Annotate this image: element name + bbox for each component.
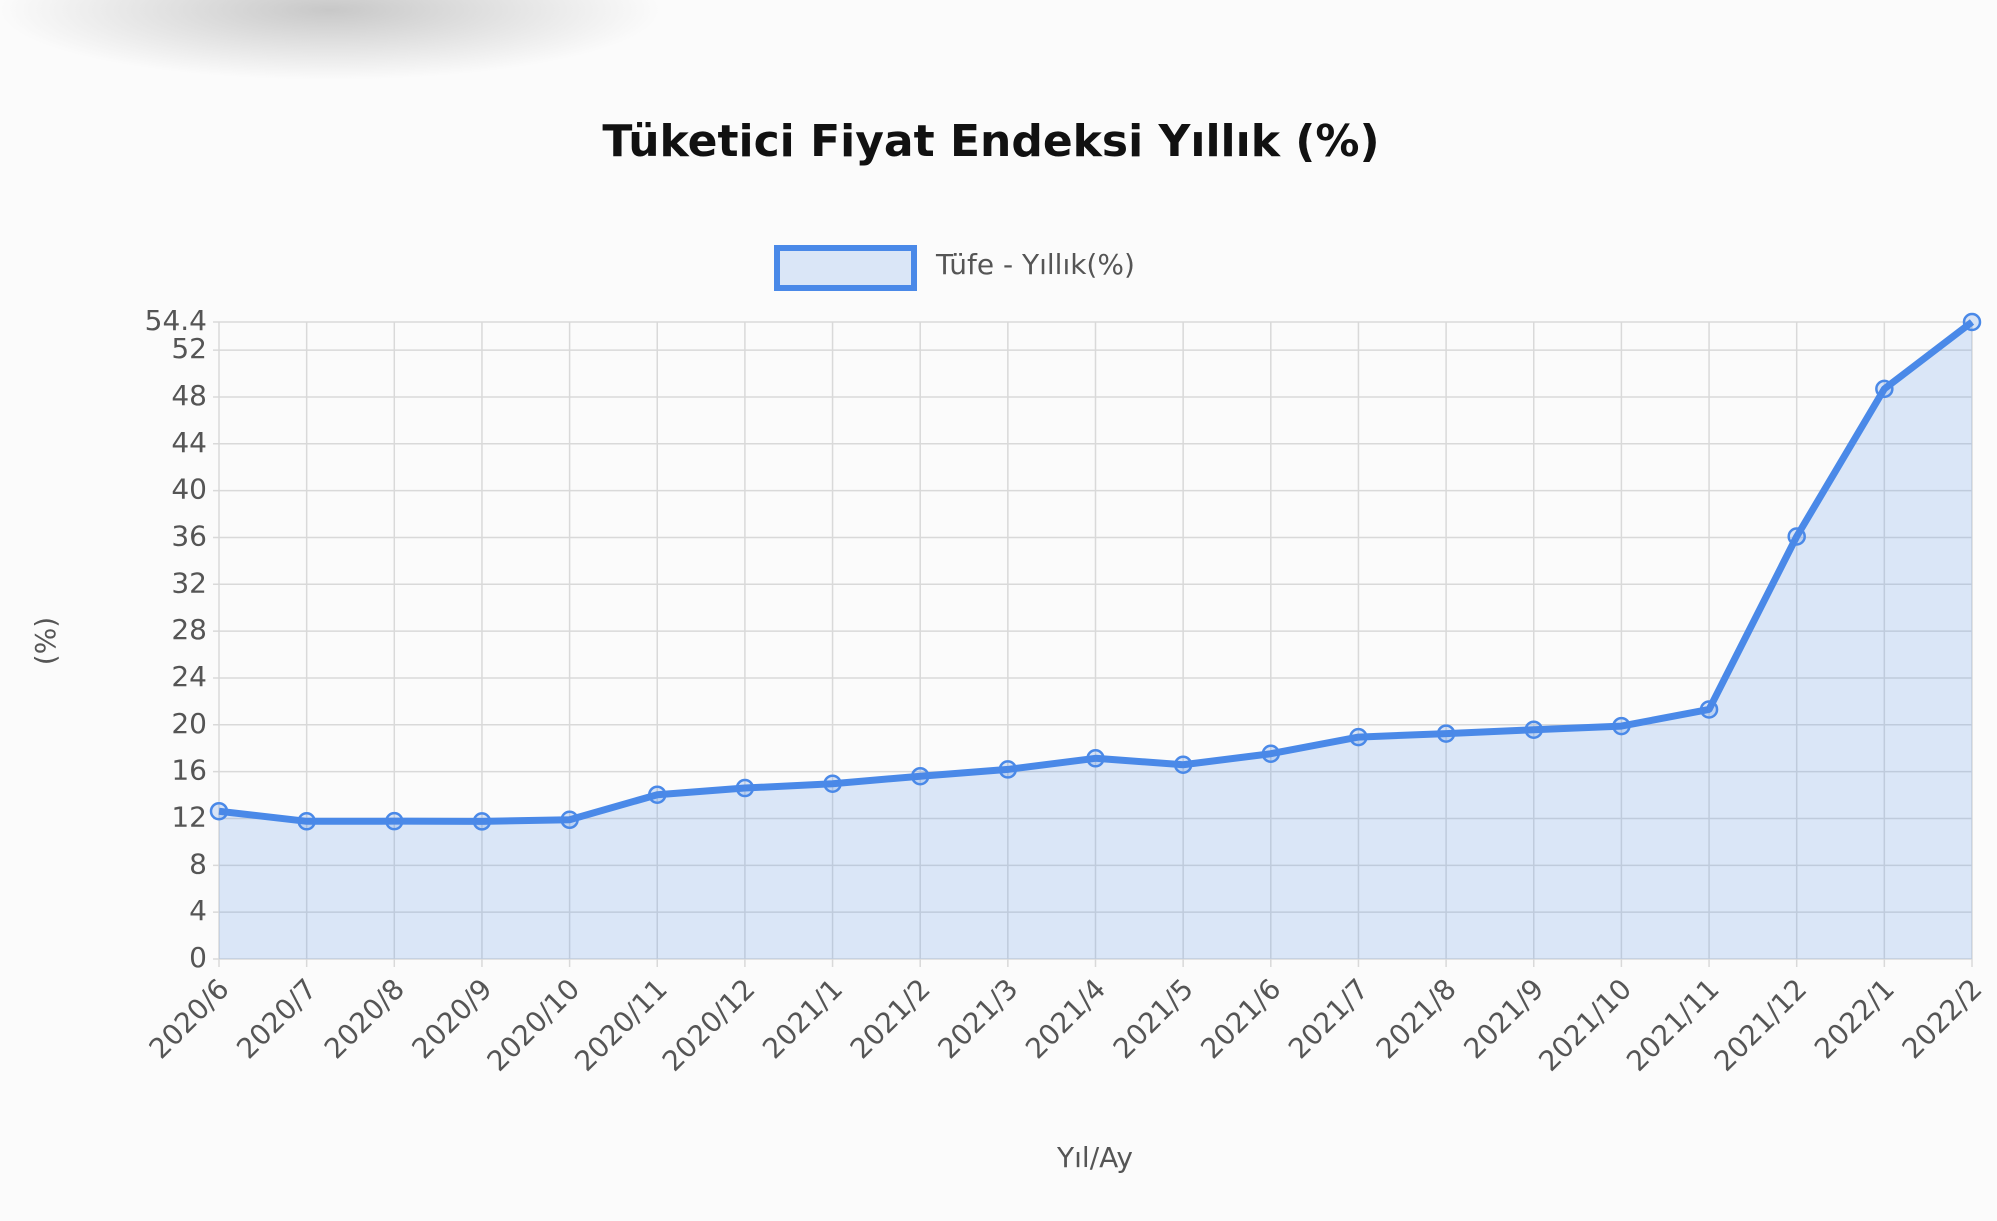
- x-tick-label: 2020/12: [656, 972, 762, 1078]
- x-tick-label: 2021/12: [1708, 972, 1814, 1078]
- x-tick-label: 2022/2: [1896, 972, 1989, 1065]
- point: [1787, 527, 1806, 546]
- point: [297, 812, 316, 831]
- area: [219, 322, 1972, 959]
- point: [1086, 749, 1105, 768]
- point: [1524, 720, 1543, 739]
- x-tick-label: 2021/6: [1194, 972, 1287, 1065]
- y-tick-label: 16: [171, 754, 207, 787]
- point: [1436, 724, 1456, 743]
- point: [910, 766, 930, 786]
- point: [735, 778, 755, 798]
- y-tick-label: 20: [171, 707, 207, 740]
- y-tick-label: 12: [171, 800, 207, 833]
- chart-title: Tüketici Fiyat Endeksi Yıllık (%): [602, 116, 1379, 167]
- y-tick-label: 4: [189, 894, 207, 927]
- decor-shadow: [0, 0, 660, 80]
- point: [1173, 755, 1193, 774]
- y-tick-label: 40: [171, 473, 207, 506]
- point: [1875, 379, 1894, 399]
- y-tick-label: 54.4: [145, 304, 207, 337]
- point: [1962, 312, 1982, 332]
- legend-swatch: [774, 245, 917, 291]
- x-tick-label: 2020/8: [318, 972, 411, 1065]
- point: [1612, 716, 1631, 736]
- point: [1349, 727, 1368, 747]
- legend-label: Tüfe - Yıllık(%): [935, 248, 1135, 281]
- y-tick-label: 32: [171, 566, 207, 599]
- line: [218, 319, 1975, 825]
- point: [209, 801, 229, 821]
- x-tick-label: 2020/10: [481, 972, 587, 1078]
- x-tick-label: 2020/7: [230, 972, 323, 1065]
- x-tick-label: 2021/2: [844, 972, 937, 1065]
- x-tick-label: 2021/4: [1019, 972, 1112, 1065]
- y-tick-label: 8: [189, 847, 207, 880]
- x-tick-label: 2021/7: [1282, 972, 1375, 1065]
- x-tick-label: 2021/1: [756, 972, 849, 1065]
- y-tick-label: 28: [171, 613, 207, 646]
- point: [998, 760, 1018, 779]
- x-tick-label: 2022/1: [1808, 972, 1901, 1065]
- x-tick-label: 2021/5: [1107, 972, 1200, 1065]
- x-tick-label: 2020/6: [143, 972, 236, 1065]
- point: [385, 811, 404, 831]
- x-tick-label: 2021/8: [1370, 972, 1463, 1065]
- point: [560, 810, 579, 830]
- x-tick-label: 2021/3: [931, 972, 1024, 1065]
- point: [648, 785, 667, 804]
- point: [1261, 744, 1281, 763]
- y-tick-label: 24: [171, 660, 207, 693]
- y-tick-label: 48: [171, 379, 207, 412]
- point: [823, 774, 842, 793]
- x-tick-label: 2020/11: [568, 972, 674, 1078]
- y-axis-label: (%): [29, 617, 62, 665]
- x-axis-label: Yıl/Ay: [1056, 1141, 1133, 1174]
- x-tick-label: 2021/11: [1620, 972, 1726, 1078]
- point: [472, 812, 492, 831]
- y-tick-label: 44: [171, 426, 207, 459]
- y-tick-label: 0: [189, 941, 207, 974]
- point: [1699, 700, 1719, 719]
- x-tick-label: 2021/10: [1532, 972, 1638, 1078]
- y-tick-label: 36: [171, 519, 207, 552]
- y-tick-label: 52: [171, 332, 207, 365]
